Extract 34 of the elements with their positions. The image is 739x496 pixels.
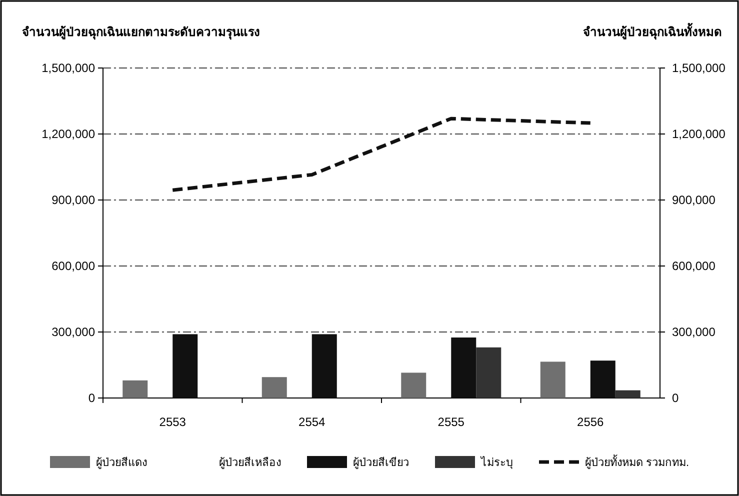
legend-label: ผู้ป่วยทั้งหมด รวมกทม. — [585, 454, 690, 469]
x-tick-label: 2554 — [298, 415, 326, 429]
bar — [312, 334, 337, 398]
y-axis-title: จำนวนผู้ป่วยฉุกเฉินแยกตามระดับความรุนแรง — [22, 25, 260, 40]
bar — [476, 347, 502, 398]
bar — [172, 334, 198, 398]
line-series — [170, 116, 592, 192]
x-tick-label: 2555 — [438, 415, 465, 429]
bar — [540, 362, 566, 398]
legend-label: ไม่ระบุ — [480, 456, 513, 469]
y-tick-label: 1,500,000 — [42, 61, 96, 75]
y2-tick-label: 1,500,000 — [672, 61, 726, 75]
y-tick-label: 300,000 — [52, 325, 96, 339]
bar — [122, 380, 148, 398]
x-tick-label: 2553 — [159, 415, 186, 429]
bar — [401, 372, 426, 398]
y2-tick-label: 0 — [672, 391, 679, 405]
legend-label: ผู้ป่วยสีเขียว — [353, 456, 409, 469]
text: ผู้ป่วยสีเหลือง — [219, 456, 281, 469]
y2-tick-label: 300,000 — [672, 325, 716, 339]
bar — [615, 390, 640, 398]
y2-tick-label: 600,000 — [672, 259, 716, 273]
x-tick-label: 2556 — [577, 415, 604, 429]
y2-tick-label: 1,200,000 — [672, 127, 726, 141]
y-tick-label: 0 — [88, 391, 96, 405]
bar — [451, 338, 476, 398]
bar — [590, 360, 616, 398]
bar — [262, 377, 287, 398]
y2-axis-title: จำนวนผู้ป่วยฉุกเฉินทั้งหมด — [583, 22, 722, 40]
y-tick-label: 600,000 — [52, 259, 96, 273]
y-tick-label: 900,000 — [52, 193, 96, 207]
y-tick-label: 1,200,000 — [42, 127, 96, 141]
legend-label: ผู้ป่วยสีแดง — [96, 456, 147, 469]
y2-tick-label: 900,000 — [672, 193, 716, 207]
